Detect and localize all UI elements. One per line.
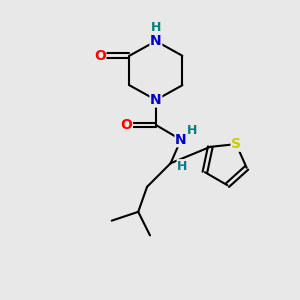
Text: S: S bbox=[231, 137, 241, 151]
Text: N: N bbox=[150, 34, 162, 48]
Text: H: H bbox=[187, 124, 197, 137]
Text: H: H bbox=[177, 160, 188, 173]
Text: O: O bbox=[121, 118, 132, 132]
Text: N: N bbox=[175, 133, 187, 147]
Text: O: O bbox=[94, 49, 106, 63]
Text: N: N bbox=[150, 93, 162, 107]
Text: H: H bbox=[151, 21, 162, 34]
